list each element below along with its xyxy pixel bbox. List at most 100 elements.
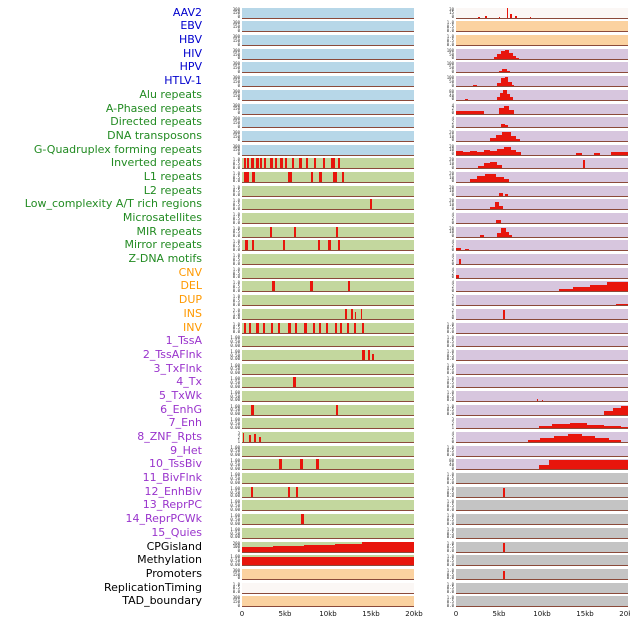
right-track — [456, 473, 628, 485]
y-tick-label: 0.0 — [446, 493, 454, 499]
left-y-axis: 1.0 0.5 0.0 — [208, 158, 242, 169]
left-track — [242, 432, 414, 443]
data-bar — [243, 158, 246, 169]
right-track — [456, 445, 628, 457]
y-tick-label: 0.5 — [446, 530, 454, 536]
left-track — [242, 349, 414, 361]
right-track — [456, 582, 628, 594]
data-bar — [548, 460, 628, 470]
data-bar — [476, 176, 486, 182]
right-track — [456, 349, 628, 361]
data-bar — [469, 178, 477, 182]
y-tick-label: 4 — [451, 102, 454, 108]
data-bar — [483, 163, 491, 169]
y-tick-label: 0.50 — [230, 448, 240, 454]
y-tick-label: 2 — [451, 243, 454, 249]
y-tick-label: 1.0 — [446, 34, 454, 40]
data-bar — [516, 57, 519, 59]
y-tick-label: 0.5 — [446, 516, 454, 522]
left-y-axis: 1.00 0.50 0.00 — [208, 445, 242, 457]
y-tick-label: 4 — [451, 212, 454, 217]
data-bar — [506, 70, 511, 73]
y-tick-label: 150 — [232, 10, 240, 16]
data-bar — [485, 174, 496, 182]
y-tick-label: 1.0 — [232, 225, 240, 231]
right-track — [456, 418, 628, 430]
y-tick-label: 0.5 — [232, 256, 240, 262]
track-label: ReplicationTiming — [103, 581, 202, 594]
track-label: 12_EnhBiv — [144, 485, 202, 498]
data-bar — [590, 284, 608, 292]
data-bar — [370, 199, 373, 210]
data-bar — [285, 158, 288, 169]
track-label: CPGisland — [146, 540, 202, 553]
data-bar — [567, 434, 582, 442]
y-tick-label: 300 — [232, 88, 240, 94]
track-row: MIR repeats 1.0 0.5 0.0 20 10 0 — [0, 224, 630, 238]
data-bar — [351, 308, 353, 319]
data-bar — [262, 322, 265, 333]
x-tick-label: 10kb — [319, 610, 337, 619]
y-tick-label: 80 — [449, 88, 454, 94]
y-tick-label: 150 — [232, 92, 240, 98]
right-y-axis: 1.0 0.5 0.0 — [422, 391, 456, 402]
y-tick-label: 0 — [237, 123, 240, 129]
data-bar — [243, 322, 246, 333]
data-bar — [271, 322, 274, 333]
track-label: L1 repeats — [143, 170, 202, 183]
data-bar — [500, 228, 506, 237]
y-tick-label: 1.0 — [446, 595, 454, 601]
data-bar — [510, 13, 512, 18]
data-bar — [503, 310, 506, 319]
y-tick-label: 0.0 — [232, 233, 240, 239]
track-row: Methylation 1.00 0.50 0.00 1.0 0.5 0.0 — [0, 553, 630, 567]
data-bar — [270, 226, 273, 237]
right-track — [456, 226, 628, 238]
data-bar — [503, 488, 506, 497]
left-y-axis: 200 100 0 — [208, 541, 242, 553]
data-bar — [504, 105, 510, 114]
track-label: G-Quadruplex forming repeats — [33, 143, 202, 156]
track-label: 11_BivFlnk — [142, 472, 202, 485]
data-bar — [502, 69, 507, 73]
right-y-axis: 1.0 0.5 0.0 — [422, 377, 456, 388]
track-label: 2_TssAFlnk — [142, 348, 202, 361]
data-bar — [250, 486, 253, 497]
x-tick-label: 10kb — [533, 610, 551, 619]
right-y-axis: 20 10 0 — [422, 199, 456, 210]
y-tick-label: 1.00 — [230, 362, 240, 368]
data-bar — [540, 437, 555, 442]
data-bar — [319, 322, 322, 333]
right-track — [456, 390, 628, 402]
y-tick-label: 300 — [232, 143, 240, 149]
data-bar — [260, 158, 263, 169]
y-tick-label: 0.50 — [230, 393, 240, 399]
data-bar — [609, 439, 622, 442]
left-track — [242, 541, 414, 553]
data-bar — [569, 423, 587, 429]
y-tick-label: 2 — [451, 106, 454, 112]
right-track — [456, 158, 628, 170]
left-track — [242, 185, 414, 197]
data-bar — [480, 235, 484, 237]
y-tick-label: 2.0 — [232, 307, 240, 313]
data-bar — [243, 171, 249, 182]
y-tick-label: 0.5 — [446, 24, 454, 30]
track-row: L1 repeats 1.0 0.5 0.0 20 10 0 — [0, 169, 630, 183]
data-bar — [248, 435, 251, 442]
y-tick-label: 1.00 — [230, 458, 240, 464]
left-track — [242, 281, 414, 293]
data-bar — [291, 158, 294, 169]
data-bar — [301, 514, 304, 525]
y-tick-label: 0.0 — [232, 205, 240, 211]
data-bar — [559, 288, 573, 292]
right-y-axis: 1.0 0.5 0.0 — [422, 363, 456, 375]
right-y-axis: 1.0 0.5 0.0 — [422, 569, 456, 580]
track-row: 11_BivFlnk 1.00 0.50 0.00 1.0 0.5 0.0 — [0, 470, 630, 485]
track-row: EBV 300 150 0 1.0 0.5 0.0 — [0, 19, 630, 33]
x-tick-label: 5kb — [492, 610, 506, 619]
